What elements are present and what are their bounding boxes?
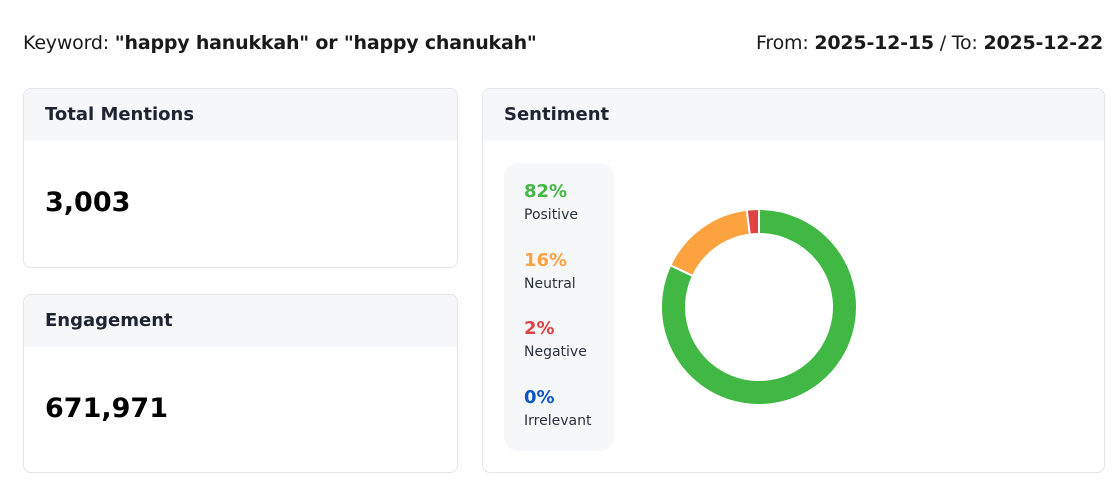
legend-pct: 16% <box>524 250 568 271</box>
legend-item-positive: 82% Positive <box>524 181 578 223</box>
legend-label: Positive <box>524 207 578 223</box>
keyword-value: "happy hanukkah" or "happy chanukah" <box>114 32 537 54</box>
legend-item-negative: 2% Negative <box>524 318 587 360</box>
total-mentions-card: Total Mentions 3,003 <box>23 88 458 268</box>
keyword-label: Keyword: <box>23 32 115 54</box>
legend-label: Negative <box>524 344 587 360</box>
donut-slice-neutral <box>668 208 751 278</box>
donut-slice-negative <box>745 207 760 236</box>
engagement-value: 671,971 <box>45 393 168 424</box>
legend-label: Irrelevant <box>524 413 592 429</box>
sentiment-legend: 82% Positive 16% Neutral 2% Negative 0% Irre… <box>504 163 614 451</box>
card-title: Total Mentions <box>24 89 457 141</box>
legend-pct: 2% <box>524 318 555 339</box>
card-title: Sentiment <box>483 89 1104 141</box>
sentiment-card: Sentiment 82% Positive 16% Neutral 2% Negat… <box>482 88 1105 473</box>
engagement-card: Engagement 671,971 <box>23 294 458 473</box>
total-mentions-value: 3,003 <box>45 187 131 218</box>
donut-slice-positive <box>660 207 858 406</box>
to-label: / To: <box>933 32 984 54</box>
legend-pct: 0% <box>524 387 555 408</box>
sentiment-donut-chart <box>660 207 858 406</box>
from-date: 2025-12-15 <box>814 32 934 54</box>
to-date: 2025-12-22 <box>983 32 1103 54</box>
from-label: From: <box>756 32 815 54</box>
date-range: From: 2025-12-15 / To: 2025-12-22 <box>756 32 1103 54</box>
legend-item-irrelevant: 0% Irrelevant <box>524 387 591 429</box>
legend-item-neutral: 16% Neutral <box>524 250 576 292</box>
card-title: Engagement <box>24 295 457 347</box>
legend-pct: 82% <box>524 181 568 202</box>
keyword-header: Keyword: "happy hanukkah" or "happy chan… <box>23 32 537 54</box>
legend-label: Neutral <box>524 276 576 292</box>
